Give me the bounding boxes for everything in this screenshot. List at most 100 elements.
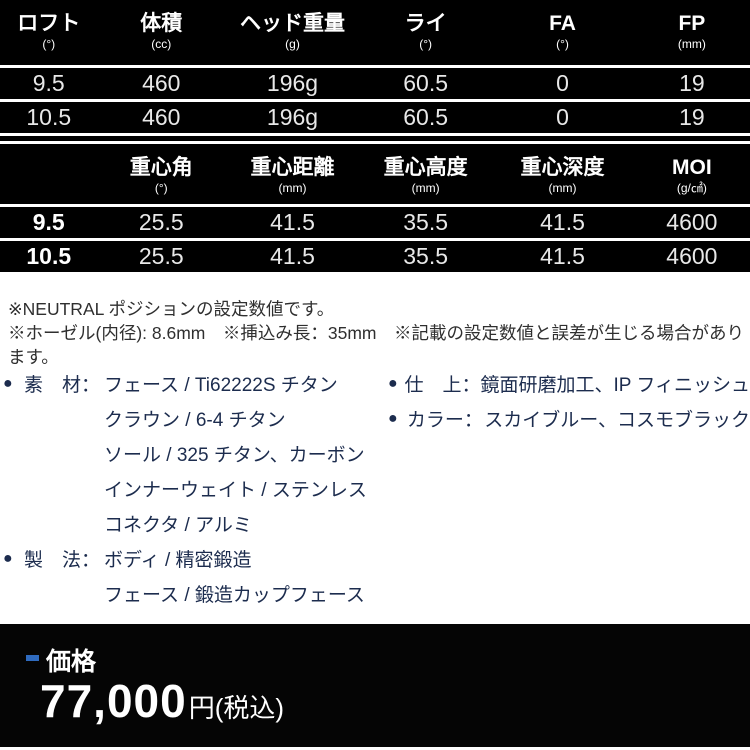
column-unit: (g/㎠) (676, 181, 707, 195)
price-accent-dash-icon (26, 655, 39, 661)
table-header-cell: 重心高度 (mm) (360, 155, 491, 196)
table-header-cell: 体積 (cc) (98, 11, 226, 52)
table-cell: 9.5 (32, 70, 65, 96)
table-header-cell: ヘッド重量 (g) (225, 11, 360, 52)
table-cell: 196g (266, 70, 319, 96)
table-cell: 41.5 (270, 243, 315, 269)
column-unit: (mm) (677, 37, 706, 51)
table-row: 10.5 460 196g 60.5 0 19 (0, 99, 750, 133)
spec-item-text: インナーウェイト / ステンレス (104, 480, 367, 501)
table-header-cell: ライ (°) (360, 11, 491, 52)
column-unit: (mm) (548, 181, 577, 195)
spec-item-text: ボディ / 精密鍛造 (104, 550, 252, 571)
bullet-icon: ● (3, 374, 13, 392)
head-spec-table: ロフト (°) 体積 (cc) ヘッド重量 (g) ライ (°) FA (°) FP (mm) 9.5 4… (0, 0, 750, 136)
table-cell: 41.5 (270, 209, 315, 235)
column-label: ヘッド重量 (240, 12, 345, 35)
column-unit: (mm) (278, 181, 307, 195)
spec-item-label: 素 材： (24, 375, 101, 396)
spec-item: インナーウェイト / ステンレス (0, 471, 378, 506)
spec-item-text: スカイブルー、コスモブラック (484, 410, 750, 431)
column-label: 重心距離 (250, 156, 335, 179)
table-header-cell: 重心角 (°) (98, 155, 226, 196)
spec-item-text: コネクタ / アルミ (104, 515, 252, 536)
column-label: 重心角 (129, 156, 193, 179)
spec-item: ● カラー： スカイブルー、コスモブラック (378, 401, 750, 436)
table-cell: 0 (556, 70, 569, 96)
spec-item: ソール / 325 チタン、カーボン (0, 436, 378, 471)
spec-item-text: ソール / 325 チタン、カーボン (104, 445, 365, 466)
column-unit: (°) (419, 37, 433, 51)
table-header-cell: 重心距離 (mm) (225, 155, 360, 196)
column-unit: (°) (154, 181, 168, 195)
detail-specs-right-column: ● 仕 上： 鏡面研磨加工、IP フィニッシュ ● カラー： スカイブルー、コスモブラック (378, 366, 750, 611)
table-cell: 460 (142, 70, 181, 96)
table-cell: 41.5 (540, 243, 585, 269)
table-cell: 0 (556, 104, 569, 130)
spec-item-text: クラウン / 6-4 チタン (104, 410, 286, 431)
table-cell: 60.5 (403, 104, 448, 130)
column-label: ライ (404, 12, 447, 35)
detail-specs: ● 素 材： フェース / Ti62222S チタン クラウン / 6-4 チタンソー… (0, 366, 750, 611)
table-cell: 35.5 (403, 209, 448, 235)
table-row: 9.5 25.5 41.5 35.5 41.5 4600 (0, 204, 750, 238)
spec-item: ● 製 法： ボディ / 精密鍛造 (0, 541, 378, 576)
table-header-cell: FP (mm) (634, 11, 750, 52)
footnotes: ※NEUTRAL ポジションの設定数値です。 ※ホーゼル(内径): 8.6mm ※… (8, 297, 748, 369)
table-header-row: ロフト (°) 体積 (cc) ヘッド重量 (g) ライ (°) FA (°) FP (mm) (0, 0, 750, 65)
table-cell: 4600 (666, 243, 718, 269)
price-section: 価格 77,000 円(税込) (0, 624, 750, 747)
table-cell: 9.5 (32, 209, 65, 235)
table-cell: 41.5 (540, 209, 585, 235)
gravity-spec-table: 重心角 (°) 重心距離 (mm) 重心高度 (mm) 重心深度 (mm) MOI (g/㎠) 9.… (0, 141, 750, 275)
spec-item-text: 鏡面研磨加工、IP フィニッシュ (480, 375, 750, 396)
spec-item: クラウン / 6-4 チタン (0, 401, 378, 436)
table-cell: 4600 (666, 209, 718, 235)
table-header-row: 重心角 (°) 重心距離 (mm) 重心高度 (mm) 重心深度 (mm) MOI (g/㎠) (0, 144, 750, 204)
detail-specs-left-column: ● 素 材： フェース / Ti62222S チタン クラウン / 6-4 チタンソー… (0, 366, 378, 611)
spec-item: ● 仕 上： 鏡面研磨加工、IP フィニッシュ (378, 366, 750, 401)
spec-tables-block: ロフト (°) 体積 (cc) ヘッド重量 (g) ライ (°) FA (°) FP (mm) 9.5 4… (0, 0, 750, 275)
spec-item-label: カラー： (406, 410, 483, 431)
price-tax-suffix: 円(税込) (188, 693, 285, 723)
column-unit: (°) (556, 37, 569, 51)
column-unit: (mm) (411, 181, 440, 195)
price-amount-row: 77,000 円(税込) (40, 674, 284, 728)
footnote-line: ※ホーゼル(内径): 8.6mm ※挿込み長：35mm ※記載の設定数値と誤差が… (8, 323, 744, 367)
spec-item: コネクタ / アルミ (0, 506, 378, 541)
table-header-cell: ロフト (°) (0, 11, 98, 52)
bullet-icon: ● (3, 549, 13, 567)
table-cell: 10.5 (26, 104, 72, 130)
column-label: 体積 (140, 12, 183, 35)
table-cell: 60.5 (403, 70, 448, 96)
price-label: 価格 (46, 648, 97, 676)
table-divider-gap (0, 136, 750, 141)
column-label: FA (549, 12, 576, 35)
footnote-line: ※NEUTRAL ポジションの設定数値です。 (8, 299, 335, 319)
table-cell: 19 (679, 70, 705, 96)
spec-item: フェース / 鍛造カップフェース (0, 576, 378, 611)
column-unit: (°) (42, 37, 56, 51)
spec-item: ● 素 材： フェース / Ti62222S チタン (0, 366, 378, 401)
table-header-cell: 重心深度 (mm) (491, 155, 634, 196)
spec-item-text: フェース / Ti62222S チタン (104, 375, 338, 396)
spec-item-label: 仕 上： (404, 375, 481, 396)
column-label: MOI (672, 156, 712, 179)
column-label: FP (678, 12, 706, 35)
table-cell: 19 (679, 104, 705, 130)
table-cell: 25.5 (138, 243, 184, 269)
table-header-cell: FA (°) (491, 11, 634, 52)
bullet-icon: ● (388, 409, 398, 427)
column-label: 重心深度 (520, 156, 605, 179)
spec-item-text: フェース / 鍛造カップフェース (104, 585, 365, 606)
table-cell: 196g (266, 104, 319, 130)
table-cell: 25.5 (138, 209, 184, 235)
column-label: ロフト (17, 12, 81, 35)
table-row: 9.5 460 196g 60.5 0 19 (0, 65, 750, 99)
table-row: 10.5 25.5 41.5 35.5 41.5 4600 (0, 238, 750, 272)
table-cell: 460 (142, 104, 181, 130)
table-cell: 35.5 (403, 243, 448, 269)
column-unit: (cc) (151, 37, 172, 51)
price-amount: 77,000 (40, 675, 187, 727)
